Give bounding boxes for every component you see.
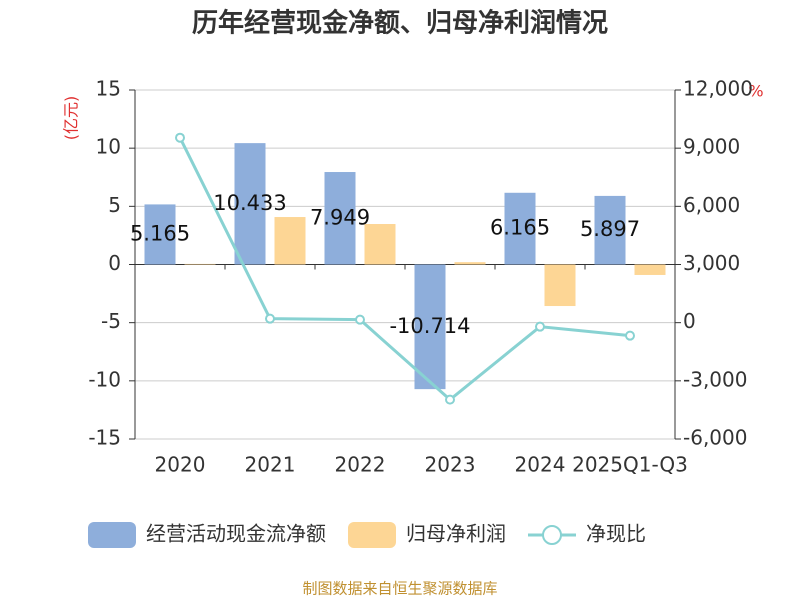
legend-swatch-point (542, 525, 562, 545)
bar (634, 264, 666, 275)
y2-tick-label: 3,000 (683, 251, 740, 275)
line-point (445, 394, 455, 405)
x-tick-label: 2023 (425, 453, 476, 477)
y-axis-label: (亿元) (62, 96, 81, 141)
x-tick-label: 2025Q1-Q3 (572, 453, 688, 477)
y-tick-label: -10 (88, 367, 121, 391)
y-tick-label: -15 (88, 426, 121, 450)
y-tick-label: 0 (108, 251, 121, 275)
y-tick-label: 5 (108, 193, 121, 217)
y2-tick-label: 6,000 (683, 193, 740, 217)
y2-tick-label: 9,000 (683, 135, 740, 159)
bar (234, 143, 266, 265)
x-tick-label: 2022 (335, 453, 386, 477)
bar (504, 192, 536, 265)
data-label: 7.949 (310, 205, 370, 229)
legend-label: 经营活动现金流净额 (146, 522, 326, 546)
data-label: 5.165 (130, 221, 190, 245)
line-point (355, 314, 365, 325)
y2-tick-label: 0 (683, 309, 696, 333)
y2-axis-label: % (748, 82, 763, 101)
legend-label: 归母净利润 (406, 522, 506, 546)
data-label: 6.165 (490, 216, 550, 240)
bar (594, 195, 626, 265)
source-note: 制图数据来自恒生聚源数据库 (302, 580, 497, 598)
bar (544, 264, 576, 307)
bar (364, 224, 396, 265)
y2-tick-label: 12,000 (683, 77, 753, 101)
y2-tick-label: -6,000 (683, 426, 747, 450)
x-tick-label: 2020 (155, 453, 206, 477)
data-label: 5.897 (580, 217, 640, 241)
bar (144, 204, 176, 265)
bar (414, 264, 446, 390)
y-tick-label: -5 (101, 309, 121, 333)
line-point (265, 313, 275, 324)
y-tick-label: 15 (96, 77, 121, 101)
x-tick-label: 2024 (515, 453, 566, 477)
legend-swatch (88, 522, 136, 548)
line-point (175, 132, 185, 143)
bar (454, 262, 486, 265)
y-tick-label: 10 (96, 135, 121, 159)
bar (184, 263, 216, 265)
chart-title: 历年经营现金净额、归母净利润情况 (192, 8, 608, 39)
bar (274, 217, 306, 265)
data-label: 10.433 (213, 191, 286, 215)
line-point (535, 321, 545, 332)
data-label: -10.714 (389, 314, 470, 338)
y2-tick-label: -3,000 (683, 367, 747, 391)
legend-swatch (348, 522, 396, 548)
legend-label: 净现比 (586, 522, 646, 546)
bar (324, 172, 356, 265)
line-point (625, 330, 635, 341)
x-tick-label: 2021 (245, 453, 296, 477)
line (178, 137, 631, 402)
